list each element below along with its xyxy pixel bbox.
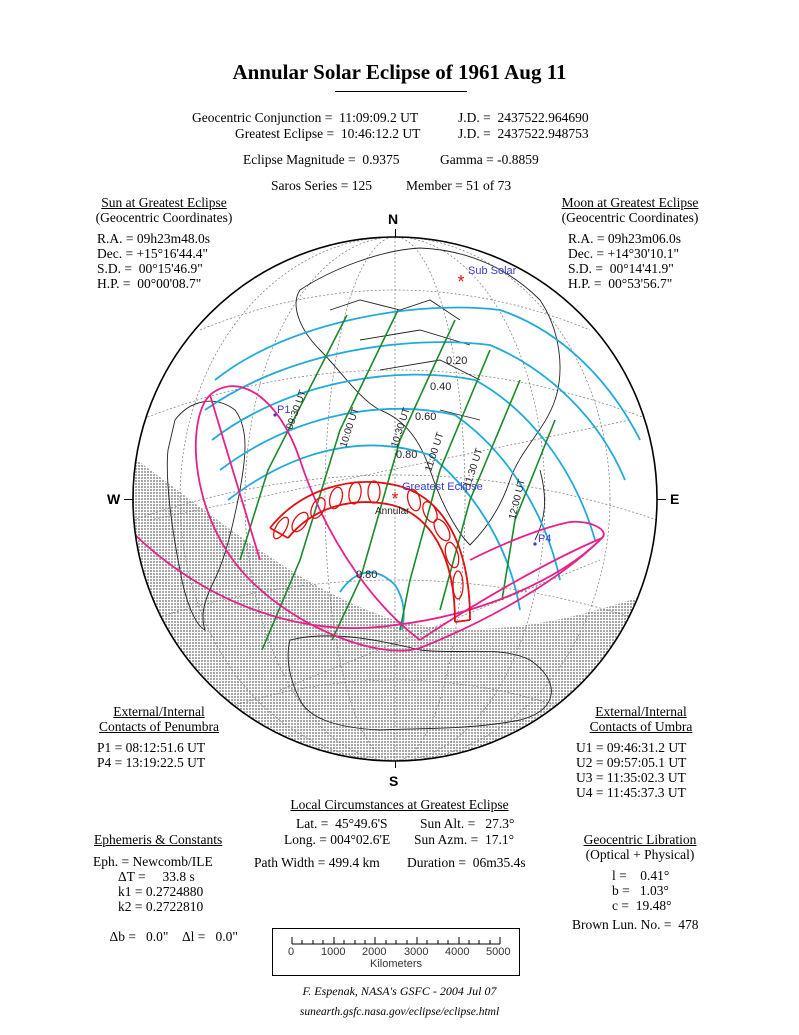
credit-author: F. Espenak, NASA's GSFC - 2004 Jul 07: [302, 984, 497, 998]
label-mag-080-south: 0.80: [356, 569, 377, 581]
sun-sd: S.D. = 00°15'46.9": [97, 261, 203, 276]
p4-point-icon: [533, 542, 537, 546]
scale-tick-0: 0: [288, 946, 295, 958]
greatest-eclipse-time: Greatest Eclipse = 10:46:12.2 UT: [235, 126, 421, 141]
label-greatest-eclipse: Greatest Eclipse: [402, 481, 483, 493]
libration-title: Geocentric Libration: [583, 832, 697, 847]
scale-unit: Kilometers: [370, 958, 422, 970]
greatest-eclipse-jd: J.D. = 2437522.948753: [458, 126, 589, 141]
umbra-contacts-panel: External/Internal Contacts of Umbra U1 =…: [576, 704, 706, 800]
sun-ra: R.A. = 09h23m48.0s: [97, 231, 210, 246]
magnitude-lines: [204, 306, 641, 631]
globe-outline: [132, 236, 658, 762]
libration-subtitle: (Optical + Physical): [585, 847, 695, 862]
label-mag-060: 0.60: [415, 411, 436, 423]
graticule: [133, 237, 657, 761]
umbra-title-1: External/Internal: [595, 704, 687, 719]
sun-panel-title: Sun at Greatest Eclipse: [101, 195, 227, 210]
label-mag-040: 0.40: [430, 381, 451, 393]
penumbra-limits: [133, 385, 605, 652]
ephemeris-title: Ephemeris & Constants: [94, 832, 223, 847]
penumbra-p1: P1 = 08:12:51.6 UT: [97, 740, 206, 755]
conjunction-jd: J.D. = 2437522.964690: [458, 110, 589, 125]
south-tick: [395, 759, 396, 768]
umbra-u4: U4 = 11:45:37.3 UT: [576, 785, 686, 800]
time-lines: [239, 309, 556, 651]
compass-north: N: [388, 211, 399, 227]
sub-solar-marker-icon: *: [457, 272, 464, 292]
ephemeris-eph: Eph. = Newcomb/ILE: [93, 854, 213, 869]
night-region: [133, 455, 657, 761]
umbra-u1: U1 = 09:46:31.2 UT: [576, 740, 687, 755]
greatest-eclipse-marker-icon: *: [391, 489, 398, 509]
umbral-path: [269, 480, 471, 623]
libration-panel: Geocentric Libration (Optical + Physical…: [570, 832, 710, 932]
sun-hp: H.P. = 00°00'08.7": [97, 276, 202, 291]
sun-panel-subtitle: (Geocentric Coordinates): [95, 210, 233, 225]
distance-scale: 0 1000 2000 3000 4000 5000 Kilometers: [272, 928, 520, 976]
local-lat: Lat. = 45°49.6'S: [296, 816, 388, 831]
moon-ra: R.A. = 09h23m06.0s: [568, 231, 681, 246]
ephemeris-k1: k1 = 0.2724880: [118, 884, 204, 899]
credit-url: sunearth.gsfc.nasa.gov/eclipse/eclipse.h…: [299, 1006, 500, 1018]
p1-point-icon: [273, 413, 277, 417]
umbra-u3: U3 = 11:35:02.3 UT: [576, 770, 686, 785]
east-tick: [657, 499, 666, 500]
ephemeris-k2: k2 = 0.2722810: [118, 899, 204, 914]
gamma-value: Gamma = -0.8859: [440, 152, 539, 167]
page-title: Annular Solar Eclipse of 1961 Aug 11: [232, 60, 567, 84]
umbra-title-2: Contacts of Umbra: [589, 719, 693, 734]
west-tick: [124, 499, 133, 500]
label-p4: P4: [538, 533, 551, 545]
compass-east: E: [670, 491, 680, 507]
north-tick: [395, 229, 396, 238]
moon-hp: H.P. = 00°53'56.7": [568, 276, 673, 291]
scale-tick-3000: 3000: [404, 946, 429, 958]
moon-panel-title: Moon at Greatest Eclipse: [561, 195, 699, 210]
saros-series: Saros Series = 125: [271, 178, 372, 193]
penumbra-p4: P4 = 13:19:22.5 UT: [97, 755, 206, 770]
scale-tick-1000: 1000: [321, 946, 346, 958]
title-underline: [335, 91, 467, 92]
local-sun-alt: Sun Alt. = 27.3°: [420, 816, 515, 831]
compass-west: W: [107, 491, 121, 507]
libration-c: c = 19.48°: [612, 898, 672, 913]
sun-dec: Dec. = +15°16'44.4": [97, 246, 209, 261]
sun-coordinates-panel: Sun at Greatest Eclipse (Geocentric Coor…: [84, 195, 244, 291]
penumbra-title-2: Contacts of Penumbra: [99, 719, 219, 734]
ephemeris-panel: Ephemeris & Constants Eph. = Newcomb/ILE…: [90, 832, 250, 959]
scale-tick-5000: 5000: [486, 946, 511, 958]
local-duration: Duration = 06m35.4s: [407, 855, 526, 870]
saros-member: Member = 51 of 73: [406, 178, 512, 193]
ephemeris-delta-t: ΔT = 33.8 s: [118, 869, 195, 884]
moon-coordinates-panel: Moon at Greatest Eclipse (Geocentric Coo…: [550, 195, 710, 291]
conjunction-time: Geocentric Conjunction = 11:09:09.2 UT: [192, 110, 419, 125]
label-annular: Annular: [375, 506, 410, 517]
penumbra-title-1: External/Internal: [113, 704, 205, 719]
label-sub-solar: Sub Solar: [468, 265, 517, 277]
umbra-u2: U2 = 09:57:05.1 UT: [576, 755, 687, 770]
ephemeris-delta-l: Δl = 0.0": [181, 929, 238, 944]
label-mag-080: 0.80: [396, 449, 417, 461]
label-mag-020: 0.20: [446, 355, 467, 367]
moon-sd: S.D. = 00°14'41.9": [568, 261, 674, 276]
brown-lunation: Brown Lun. No. = 478: [572, 917, 699, 932]
libration-l: l = 0.41°: [612, 868, 670, 883]
label-p1: P1: [277, 404, 290, 416]
scale-tick-2000: 2000: [362, 946, 387, 958]
local-long: Long. = 004°02.6'E: [284, 832, 391, 847]
penumbra-contacts-panel: External/Internal Contacts of Penumbra P…: [84, 704, 234, 770]
eclipse-magnitude: Eclipse Magnitude = 0.9375: [243, 152, 400, 167]
local-circumstances-title: Local Circumstances at Greatest Eclipse: [290, 797, 509, 812]
scale-tick-4000: 4000: [445, 946, 470, 958]
ephemeris-delta-b: Δb = 0.0": [109, 929, 169, 944]
moon-dec: Dec. = +14°30'10.1": [568, 246, 680, 261]
scale-ruler: [291, 937, 501, 945]
local-path-width: Path Width = 499.4 km: [254, 855, 380, 870]
local-sun-azm: Sun Azm. = 17.1°: [414, 832, 515, 847]
libration-b: b = 1.03°: [612, 883, 669, 898]
compass-south: S: [389, 773, 399, 789]
moon-panel-subtitle: (Geocentric Coordinates): [561, 210, 699, 225]
